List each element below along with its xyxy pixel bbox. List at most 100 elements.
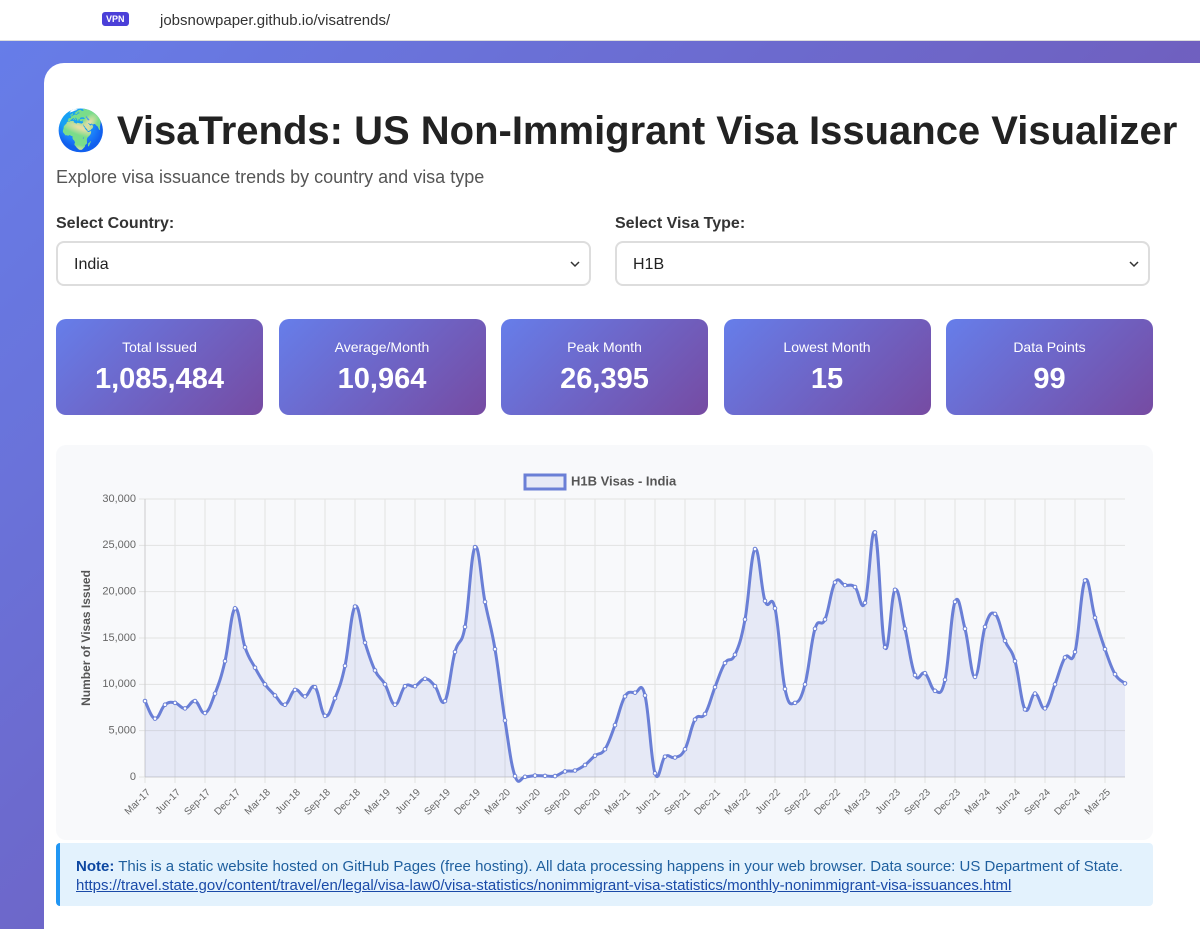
point (692, 717, 698, 722)
point (662, 754, 668, 759)
point (292, 687, 298, 693)
select-value: H1B (633, 256, 665, 273)
point (702, 711, 708, 717)
point (1032, 691, 1038, 696)
point (262, 682, 268, 687)
point (882, 644, 888, 650)
x-tick-label: Sep-21 (662, 787, 693, 818)
y-tick-label: 20,000 (102, 586, 136, 598)
select-value: India (74, 256, 109, 273)
chart-panel: 0 5,000 10,000 15,000 20,000 25,000 30,000 Mar-… (56, 445, 1153, 840)
point (832, 580, 838, 585)
point (522, 774, 528, 780)
control-label: Select Visa Type: (615, 215, 746, 232)
point (1022, 707, 1028, 712)
visa-select[interactable]: H1B (615, 241, 1150, 286)
point (672, 755, 678, 760)
point (802, 682, 808, 687)
point (1042, 706, 1048, 711)
x-tick-label: Dec-23 (932, 787, 963, 818)
point (1002, 638, 1008, 644)
point (412, 683, 418, 689)
x-tick-label: Jun-19 (394, 787, 424, 817)
point (632, 690, 638, 695)
stat-label: Data Points (1013, 339, 1086, 355)
stat-value: 26,395 (560, 363, 649, 395)
stat-card: Lowest Month 15 (723, 319, 931, 415)
point (862, 600, 868, 606)
point (572, 768, 578, 773)
stat-value: 99 (1033, 363, 1066, 395)
x-tick-label: Sep-18 (302, 787, 333, 818)
point (312, 684, 318, 690)
point (322, 713, 328, 719)
point (402, 683, 408, 689)
country-select[interactable]: India (56, 241, 591, 286)
point (222, 658, 228, 664)
point (202, 710, 208, 716)
point (852, 584, 858, 590)
point (762, 598, 768, 604)
point (642, 693, 648, 698)
control-label: Select Country: (56, 215, 175, 232)
point (242, 644, 248, 650)
point (452, 649, 458, 655)
stat-label: Average/Month (334, 339, 430, 355)
point (352, 604, 358, 609)
point (282, 702, 288, 708)
title: 🌍 VisaTrends: US Non-Immigrant Visa Issu… (56, 109, 1178, 153)
point (732, 652, 738, 657)
x-tick-label: Sep-23 (902, 787, 933, 818)
x-tick-label: Jun-24 (994, 787, 1024, 817)
y-tick-label: 30,000 (102, 493, 136, 505)
source-link[interactable]: https://travel.state.gov/content/travel/… (76, 877, 1012, 894)
x-tick-label: Jun-21 (634, 787, 664, 817)
point (922, 670, 928, 676)
browser-bar: VPN jobsnowpaper.github.io/visatrends/ (0, 0, 1200, 41)
stat-label: Peak Month (567, 339, 642, 355)
point (892, 587, 898, 593)
point (472, 544, 478, 550)
point (172, 700, 178, 706)
point (822, 617, 828, 622)
y-tick-label: 10,000 (102, 678, 136, 690)
point (162, 702, 168, 708)
point (1082, 578, 1088, 583)
point (482, 599, 488, 605)
x-tick-label: Sep-20 (542, 787, 573, 818)
point (1102, 646, 1108, 652)
point (902, 626, 908, 632)
x-tick-label: Mar-23 (843, 787, 873, 817)
point (912, 672, 918, 678)
point (772, 606, 778, 611)
point (1112, 671, 1118, 677)
stat-label: Total Issued (122, 339, 197, 355)
point (592, 753, 598, 758)
x-tick-label: Mar-20 (483, 787, 513, 817)
x-tick-label: Jun-17 (154, 787, 184, 817)
address[interactable]: jobsnowpaper.github.io/visatrends/ (160, 12, 391, 29)
stat-value: 15 (810, 363, 844, 395)
chevron (570, 261, 580, 268)
point (142, 698, 148, 704)
point (812, 626, 818, 632)
x-tick-label: Sep-19 (422, 787, 453, 818)
point (972, 674, 978, 680)
point (372, 668, 378, 673)
point (1072, 649, 1078, 655)
stat-card: Data Points 99 (946, 319, 1153, 415)
point (212, 691, 218, 696)
point (612, 722, 618, 728)
vpn-badge[interactable]: VPN (102, 12, 129, 26)
x-tick-label: Sep-22 (782, 787, 813, 818)
x-tick-label: Mar-18 (243, 787, 273, 817)
point (462, 624, 468, 630)
point (1052, 682, 1058, 687)
legend-label: H1B Visas - India (571, 473, 677, 488)
y-tick-label: 25,000 (102, 539, 136, 551)
point (182, 706, 188, 711)
point (422, 676, 428, 682)
x-tick-label: Mar-19 (363, 787, 393, 817)
